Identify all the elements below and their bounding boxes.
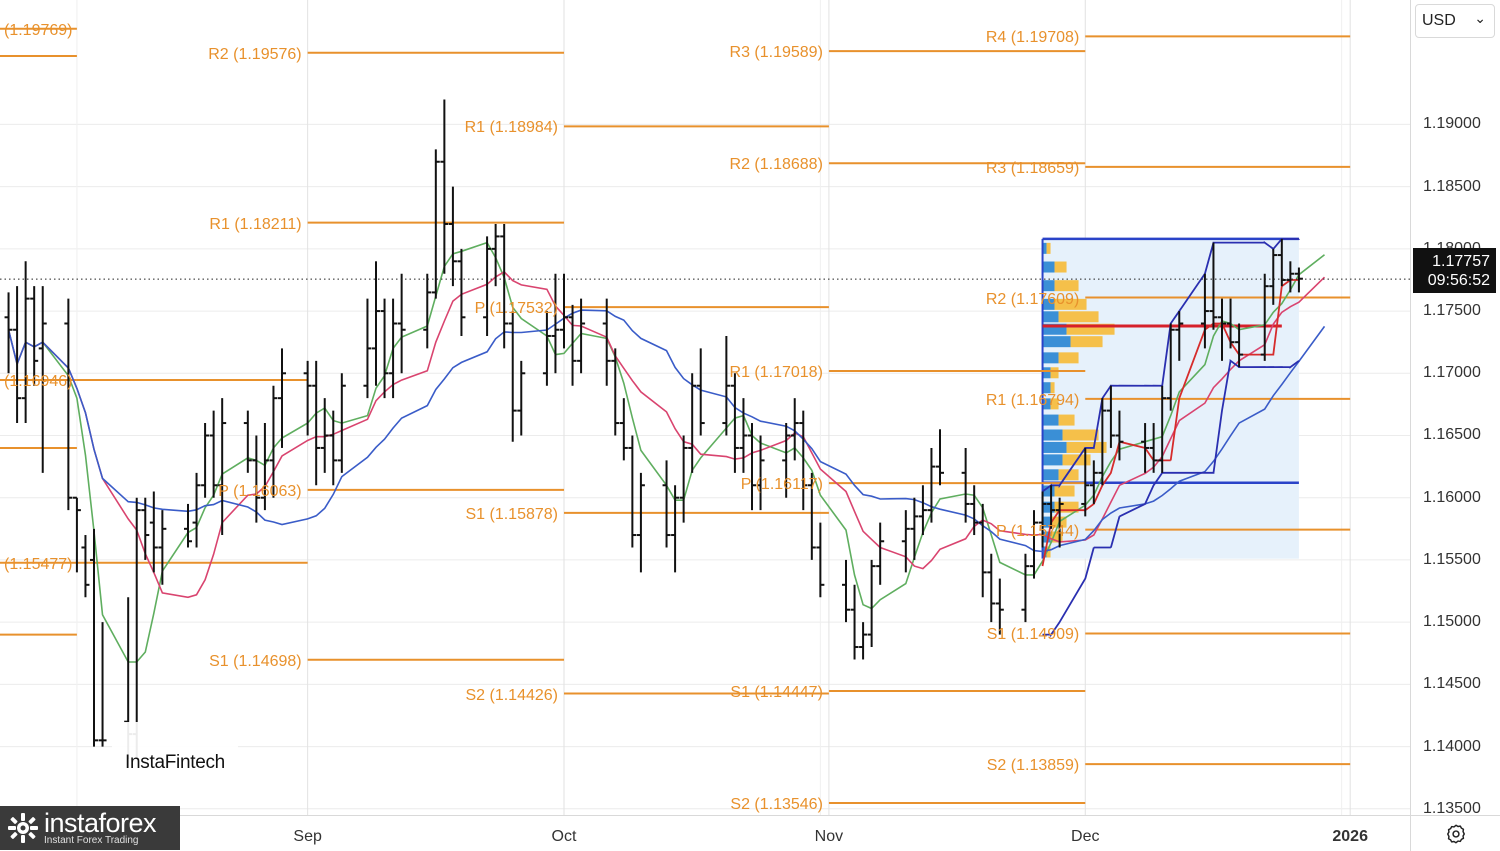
pivot-label: R2 (1.19576) <box>208 45 302 63</box>
chart-settings-button[interactable] <box>1410 815 1500 851</box>
pivot-label: S1 (1.14698) <box>209 652 302 670</box>
volume-bar-sell <box>1066 323 1115 335</box>
watermark-text: InstaFintech <box>125 752 225 773</box>
volume-bar-buy <box>1042 323 1067 335</box>
price-axis[interactable]: 1.190001.185001.180001.175001.170001.165… <box>1410 0 1500 817</box>
volume-bar-sell <box>1062 429 1099 441</box>
pivot-label: (1.15477) <box>4 555 73 573</box>
pivot-label: R2 (1.17609) <box>985 290 1080 308</box>
pivot-label: S2 (1.13859) <box>986 757 1080 775</box>
price-tick-label: 1.17000 <box>1423 364 1481 382</box>
price-tick-label: 1.16000 <box>1423 488 1481 506</box>
volume-bar-buy <box>1042 485 1055 497</box>
gear-icon <box>1447 824 1465 843</box>
pivot-label: R4 (1.19708) <box>985 29 1080 47</box>
price-tick-label: 1.15500 <box>1423 550 1481 568</box>
volume-bar-buy <box>1042 298 1055 310</box>
time-axis[interactable]: Sep Oct Nov Dec 2026 <box>0 815 1410 851</box>
chart-canvas <box>0 0 1410 815</box>
pivot-label: S1 (1.14447) <box>730 683 823 701</box>
price-tick-label: 1.14000 <box>1423 737 1481 755</box>
brand-tagline: Instant Forex Trading <box>44 835 139 846</box>
volume-bar-sell <box>1050 531 1063 543</box>
pivot-label: S2 (1.14426) <box>465 686 558 704</box>
volume-bar-buy <box>1042 516 1051 528</box>
price-tick-label: 1.15000 <box>1423 613 1481 631</box>
volume-bar-buy <box>1042 454 1063 466</box>
brand-logo: instaforex Instant Forex Trading <box>0 806 180 850</box>
time-tick-label: 2026 <box>1332 828 1368 845</box>
volume-bar-buy <box>1042 441 1067 453</box>
volume-bar-buy <box>1042 336 1071 348</box>
pivot-label: P (1.17532) <box>474 300 558 318</box>
volume-bar-buy <box>1042 469 1059 481</box>
pivot-label: R1 (1.18211) <box>209 215 302 233</box>
brand-mark-icon <box>8 813 38 843</box>
volume-bar-sell <box>1058 352 1079 364</box>
pivot-label: P (1.16117) <box>740 476 823 494</box>
time-tick-label: Nov <box>814 828 844 845</box>
pivot-label: R1 (1.16794) <box>985 391 1080 409</box>
volume-bar-buy <box>1042 367 1051 379</box>
currency-select[interactable]: USD ⌄ <box>1415 4 1495 38</box>
volume-bar-sell <box>1054 485 1075 497</box>
currency-label: USD <box>1422 12 1456 29</box>
pivot-label: S1 (1.14909) <box>986 626 1080 644</box>
volume-bar-buy <box>1042 280 1055 292</box>
last-price-badge: 1.17757 09:56:52 <box>1413 248 1496 293</box>
volume-bar-buy <box>1042 382 1051 394</box>
volume-bar-sell <box>1054 501 1079 513</box>
volume-bar-buy <box>1042 352 1059 364</box>
time-tick-label: Oct <box>551 828 577 845</box>
volume-bar-buy <box>1042 501 1055 513</box>
channel-upper-line <box>1041 237 1300 493</box>
volume-bar-buy <box>1042 398 1051 410</box>
pivot-label: R1 (1.17018) <box>729 364 823 382</box>
volume-bar-sell <box>1058 414 1075 426</box>
volume-bar-sell <box>1054 261 1067 273</box>
bar-countdown: 09:56:52 <box>1427 272 1490 289</box>
volume-bar-buy <box>1042 242 1047 254</box>
price-tick-label: 1.17500 <box>1423 302 1481 320</box>
last-price: 1.17757 <box>1432 253 1490 270</box>
pivot-label: P (1.16063) <box>218 482 302 500</box>
volume-bar-sell <box>1046 546 1051 558</box>
price-tick-label: 1.18500 <box>1423 177 1481 195</box>
pivot-label: (1.16946) <box>4 373 73 390</box>
pivot-label: P (1.15744) <box>995 522 1080 540</box>
chart-plot-area[interactable]: (1.19769) (1.16946) (1.15477) R2 (1.19576) R… <box>0 0 1410 815</box>
volume-bar-sell <box>1050 382 1055 394</box>
pivot-label: S1 (1.15878) <box>465 505 558 523</box>
volume-bar-sell <box>1058 469 1079 481</box>
volume-bar-sell <box>1046 242 1051 254</box>
moving-average-line <box>7 309 1326 553</box>
pivot-label: R3 (1.19589) <box>729 44 823 62</box>
pivot-label: R2 (1.18688) <box>729 156 823 174</box>
volume-bar-sell <box>1058 311 1099 323</box>
volume-bar-sell <box>1050 398 1059 410</box>
volume-bar-buy <box>1042 261 1055 273</box>
volume-bar-sell <box>1050 367 1059 379</box>
brand-name: instaforex <box>44 808 157 838</box>
price-tick-label: 1.14500 <box>1423 675 1481 693</box>
price-tick-label: 1.16500 <box>1423 426 1481 444</box>
pivot-label: R3 (1.18659) <box>985 159 1080 177</box>
volume-bar-buy <box>1042 429 1063 441</box>
pivot-label: R1 (1.18984) <box>464 119 558 137</box>
volume-bar-sell <box>1070 336 1103 348</box>
price-tick-label: 1.19000 <box>1423 115 1481 133</box>
volume-bar-sell <box>1054 280 1079 292</box>
time-tick-label: Sep <box>293 828 322 845</box>
volume-bar-buy <box>1042 311 1059 323</box>
channel-lower-line <box>1042 359 1300 638</box>
time-tick-label: Dec <box>1071 828 1100 845</box>
watermark: InstaFintech <box>112 722 238 788</box>
pivot-label: S2 (1.13546) <box>730 796 823 814</box>
pivot-label: (1.19769) <box>4 21 73 39</box>
volume-bar-buy <box>1042 414 1059 426</box>
volume-bar-sell <box>1054 298 1087 310</box>
chevron-down-icon: ⌄ <box>1474 9 1486 26</box>
price-tick-label: 1.13500 <box>1423 799 1481 817</box>
